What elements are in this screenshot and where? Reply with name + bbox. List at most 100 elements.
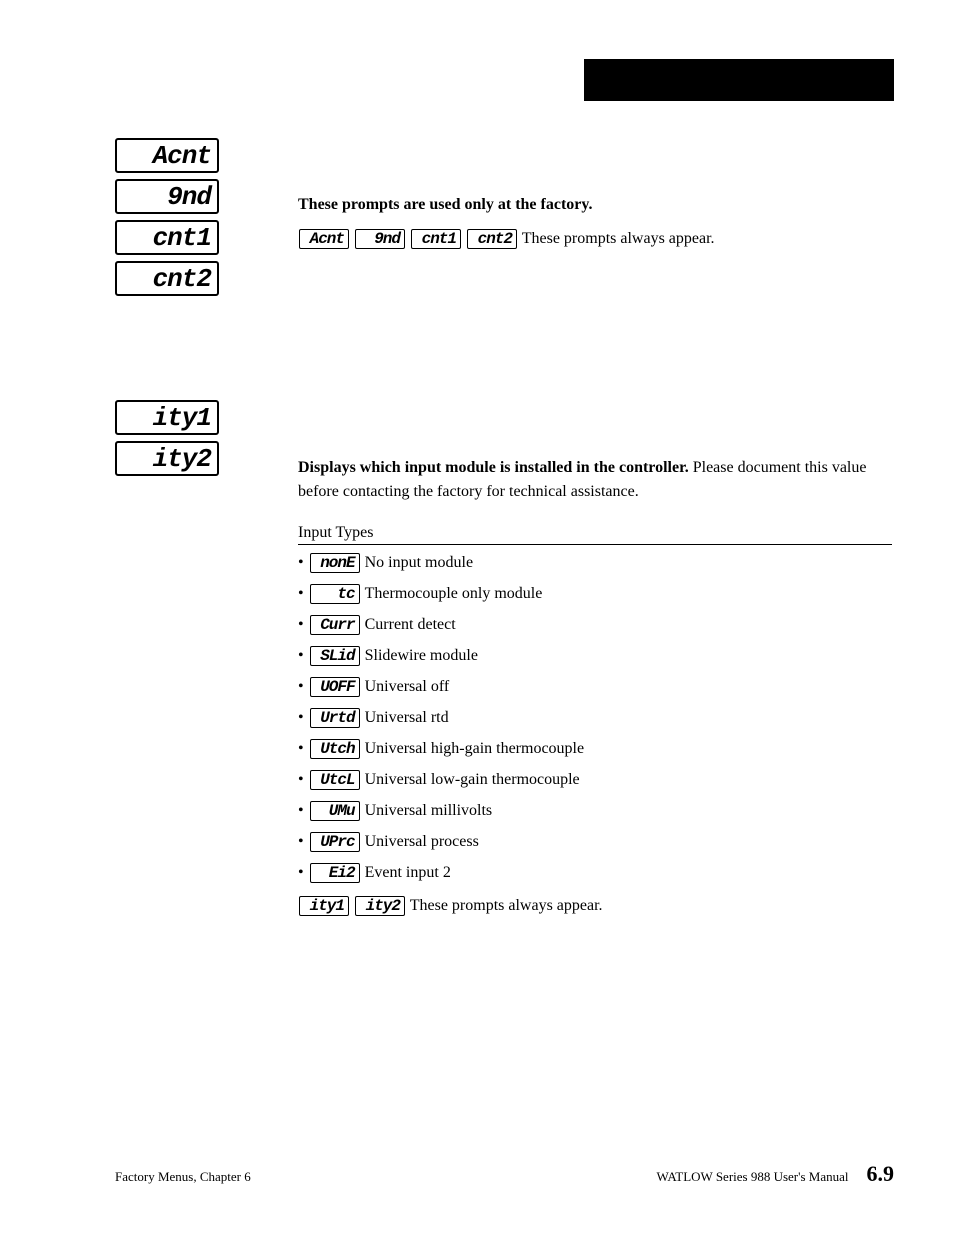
input-type-item: • nonE No input module — [298, 553, 892, 573]
section1-heading-text: These prompts are used only at the facto… — [298, 196, 593, 213]
bullet-icon: • — [298, 833, 304, 851]
section2-footer-line: ity1 ity2 These prompts always appear. — [298, 894, 892, 918]
section2-heading: Displays which input module is installed… — [298, 456, 892, 504]
input-type-code-box: Urtd — [310, 708, 360, 728]
input-type-item: • UOFF Universal off — [298, 677, 892, 697]
divider — [298, 544, 892, 545]
input-type-code: UtcL — [320, 772, 354, 788]
section2-content: Displays which input module is installed… — [298, 456, 892, 918]
input-type-code: SLid — [320, 648, 354, 664]
input-type-code-box: SLid — [310, 646, 360, 666]
inline-text: 9nd — [374, 231, 400, 247]
inline-text: Acnt — [310, 231, 344, 247]
page-number: 6.9 — [867, 1161, 895, 1187]
section1-content: These prompts are used only at the facto… — [298, 193, 892, 251]
inline-text: ity1 — [310, 898, 344, 914]
bullet-icon: • — [298, 771, 304, 789]
section1-trailing: These prompts always appear. — [522, 230, 715, 247]
input-type-code-box: UtcL — [310, 770, 360, 790]
input-type-code: nonE — [320, 555, 354, 571]
inline-9nd: 9nd — [355, 229, 405, 249]
input-type-desc: Universal off — [365, 678, 450, 696]
input-type-desc: Universal process — [365, 833, 479, 851]
input-type-code: Ei2 — [329, 865, 355, 881]
bullet-icon: • — [298, 709, 304, 727]
input-type-code: UPrc — [320, 834, 354, 850]
input-type-item: • Urtd Universal rtd — [298, 708, 892, 728]
bullet-icon: • — [298, 616, 304, 634]
display-cnt2: cnt2 — [115, 261, 219, 296]
display-text: cnt1 — [153, 225, 211, 251]
input-type-desc: Slidewire module — [365, 647, 478, 665]
input-type-code: Curr — [320, 617, 354, 633]
input-type-desc: Universal high-gain thermocouple — [365, 740, 585, 758]
input-type-desc: Universal low-gain thermocouple — [365, 771, 580, 789]
input-type-item: • Utch Universal high-gain thermocouple — [298, 739, 892, 759]
input-type-desc: Thermocouple only module — [365, 585, 543, 603]
display-ity2: ity2 — [115, 441, 219, 476]
display-text: ity2 — [153, 446, 211, 472]
page-footer: Factory Menus, Chapter 6 WATLOW Series 9… — [115, 1161, 894, 1187]
input-type-code-box: Ei2 — [310, 863, 360, 883]
input-type-code: tc — [337, 586, 354, 602]
input-type-code: UMu — [329, 803, 355, 819]
display-text: ity1 — [153, 405, 211, 431]
section1-displays: Acnt 9nd cnt1 cnt2 — [115, 138, 219, 302]
input-type-code: Urtd — [320, 710, 354, 726]
display-cnt1: cnt1 — [115, 220, 219, 255]
bullet-icon: • — [298, 678, 304, 696]
input-type-desc: Current detect — [365, 616, 456, 634]
display-ity1: ity1 — [115, 400, 219, 435]
input-type-code-box: Utch — [310, 739, 360, 759]
display-text: Acnt — [153, 143, 211, 169]
inline-text: cnt2 — [478, 231, 512, 247]
input-type-code-box: UPrc — [310, 832, 360, 852]
inline-text: ity2 — [366, 898, 400, 914]
input-types-label: Input Types — [298, 524, 892, 542]
input-type-code: UOFF — [320, 679, 354, 695]
section1-prompt-line: Acnt 9nd cnt1 cnt2 These prompts always … — [298, 227, 892, 251]
input-type-desc: Universal rtd — [365, 709, 449, 727]
input-type-item: • SLid Slidewire module — [298, 646, 892, 666]
input-type-item: • tc Thermocouple only module — [298, 584, 892, 604]
header-black-bar — [584, 59, 894, 101]
inline-cnt1: cnt1 — [411, 229, 461, 249]
display-text: 9nd — [167, 184, 211, 210]
input-type-item: • UPrc Universal process — [298, 832, 892, 852]
input-type-desc: Event input 2 — [365, 864, 451, 882]
input-type-item: • Ei2 Event input 2 — [298, 863, 892, 883]
display-9nd: 9nd — [115, 179, 219, 214]
bullet-icon: • — [298, 802, 304, 820]
bullet-icon: • — [298, 585, 304, 603]
input-type-code-box: UMu — [310, 801, 360, 821]
input-type-code-box: tc — [310, 584, 360, 604]
display-text: cnt2 — [153, 266, 211, 292]
inline-ity1: ity1 — [299, 896, 349, 916]
input-type-code-box: Curr — [310, 615, 360, 635]
section2-displays: ity1 ity2 — [115, 400, 219, 482]
section1-heading: These prompts are used only at the facto… — [298, 193, 892, 217]
section2-footer-trailing: These prompts always appear. — [410, 897, 603, 914]
inline-ity2: ity2 — [355, 896, 405, 916]
inline-text: cnt1 — [422, 231, 456, 247]
bullet-icon: • — [298, 740, 304, 758]
footer-right: WATLOW Series 988 User's Manual 6.9 — [656, 1161, 894, 1187]
input-type-desc: Universal millivolts — [365, 802, 493, 820]
footer-manual-title: WATLOW Series 988 User's Manual — [656, 1169, 848, 1185]
input-type-desc: No input module — [365, 554, 473, 572]
display-acnt: Acnt — [115, 138, 219, 173]
section2-heading-bold: Displays which input module is installed… — [298, 459, 689, 476]
inline-acnt: Acnt — [299, 229, 349, 249]
bullet-icon: • — [298, 864, 304, 882]
input-type-item: • Curr Current detect — [298, 615, 892, 635]
input-type-item: • UMu Universal millivolts — [298, 801, 892, 821]
input-type-code-box: UOFF — [310, 677, 360, 697]
footer-left: Factory Menus, Chapter 6 — [115, 1169, 251, 1185]
inline-cnt2: cnt2 — [467, 229, 517, 249]
bullet-icon: • — [298, 554, 304, 572]
input-type-item: • UtcL Universal low-gain thermocouple — [298, 770, 892, 790]
input-type-code-box: nonE — [310, 553, 360, 573]
bullet-icon: • — [298, 647, 304, 665]
input-type-code: Utch — [320, 741, 354, 757]
input-types-list: • nonE No input module • tc Thermocouple on… — [298, 553, 892, 883]
